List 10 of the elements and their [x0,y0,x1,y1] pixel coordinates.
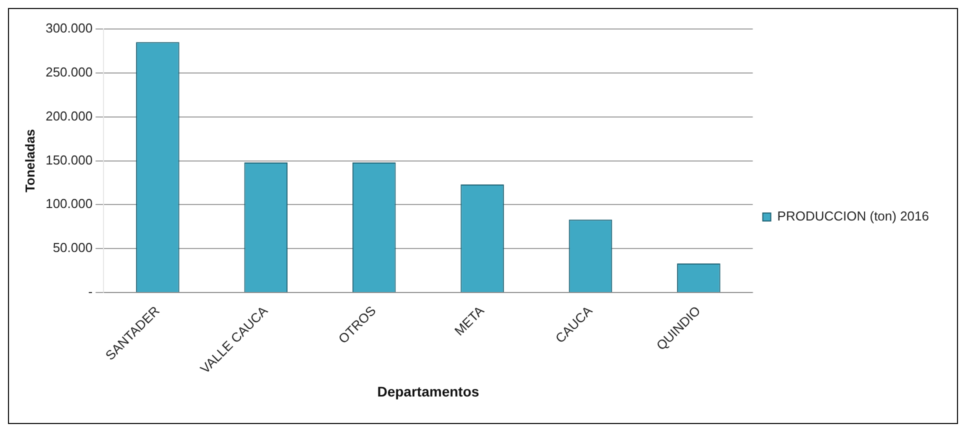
x-axis-title: Departamentos [377,383,480,400]
y-tick-label: 50.000 [52,240,93,256]
y-tick-label: 150.000 [46,152,93,168]
y-tick-label: 300.000 [46,20,93,36]
y-tick-label: - [88,284,93,300]
y-tick-label: 200.000 [46,108,93,124]
y-axis-title: Toneladas [22,129,38,192]
y-tick-label: 250.000 [46,64,93,80]
y-tick-label: 100.000 [46,196,93,212]
legend-label: PRODUCCION (ton) 2016 [777,208,930,224]
